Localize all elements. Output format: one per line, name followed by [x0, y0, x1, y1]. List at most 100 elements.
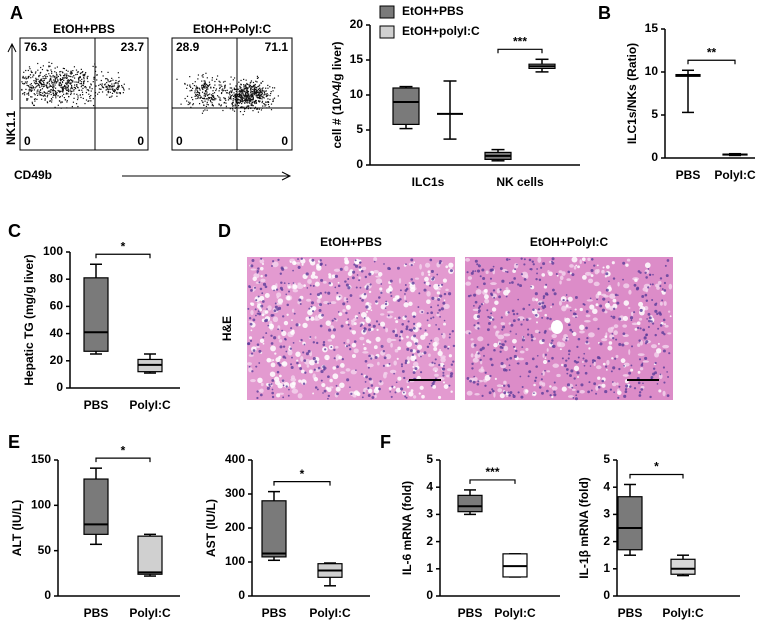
event-dot [105, 89, 107, 91]
event-dot [247, 97, 249, 100]
event-dot [216, 95, 219, 97]
vacuole [310, 273, 316, 279]
event-dot [253, 86, 255, 88]
event-dot [71, 87, 73, 89]
nucleus [585, 340, 589, 344]
nucleus [490, 312, 493, 315]
box [261, 500, 287, 558]
event-dot [241, 92, 243, 94]
event-dot [247, 98, 249, 100]
nucleus [508, 364, 511, 367]
y-tick-label: 1 [603, 561, 610, 575]
event-dot [90, 94, 92, 97]
nucleus [512, 319, 516, 323]
vacuole [569, 272, 573, 275]
event-dot [80, 82, 83, 85]
nucleus [306, 287, 309, 289]
significance-label: * [121, 443, 126, 457]
event-dot [235, 101, 237, 103]
event-dot [194, 95, 196, 97]
event-dot [21, 81, 23, 83]
event-dot [272, 87, 274, 89]
nucleus [663, 281, 667, 285]
event-dot [40, 89, 42, 91]
y-tick-label: 0 [426, 588, 433, 602]
significance-label: *** [485, 465, 499, 479]
tissue-fleck [278, 339, 283, 343]
nucleus [342, 302, 346, 306]
event-dot [229, 83, 231, 85]
event-dot [108, 81, 110, 83]
vacuole [274, 380, 281, 386]
event-dot [260, 109, 263, 111]
nucleus [468, 332, 471, 335]
tissue-fleck [569, 264, 574, 268]
vacuole [286, 295, 291, 301]
event-dot [242, 93, 244, 96]
event-dot [246, 87, 248, 89]
nucleus [281, 329, 284, 332]
event-dot [24, 82, 26, 85]
nucleus [543, 331, 547, 334]
tissue-fleck [474, 392, 480, 396]
event-dot [92, 65, 94, 68]
nucleus [450, 363, 454, 366]
event-dot [207, 86, 209, 88]
nucleus [442, 374, 445, 377]
event-dot [54, 94, 56, 97]
event-dot [202, 110, 205, 112]
event-dot [244, 91, 246, 93]
event-dot [245, 92, 247, 94]
event-dot [235, 102, 238, 104]
event-dot [77, 97, 79, 99]
event-dot [211, 102, 213, 104]
event-dot [255, 95, 257, 97]
event-dot [186, 100, 188, 102]
vacuole [331, 274, 336, 279]
y-tick-label: 4 [603, 479, 610, 493]
event-dot [70, 82, 72, 84]
nucleus [396, 266, 400, 270]
nucleus [302, 382, 306, 386]
event-dot [201, 84, 203, 87]
event-dot [238, 90, 240, 93]
event-dot [49, 75, 51, 77]
nucleus [501, 343, 503, 346]
event-dot [252, 92, 254, 94]
event-dot [59, 90, 62, 93]
event-dot [39, 94, 41, 96]
event-dot [87, 80, 89, 83]
event-dot [86, 77, 88, 80]
event-dot [261, 92, 264, 94]
event-dot [107, 71, 109, 74]
nucleus [413, 322, 416, 325]
event-dot [74, 84, 76, 86]
tissue-fleck [631, 311, 634, 316]
tissue-fleck [446, 368, 453, 372]
nucleus [551, 257, 555, 261]
event-dot [59, 78, 62, 80]
quadrant-percent: 0 [24, 134, 31, 148]
event-dot [74, 86, 76, 89]
event-dot [194, 90, 196, 92]
nucleus [586, 336, 589, 340]
event-dot [229, 108, 231, 110]
tissue-fleck [334, 345, 339, 349]
nucleus [523, 258, 526, 261]
event-dot [82, 87, 84, 89]
event-dot [61, 95, 64, 97]
nucleus [584, 359, 588, 363]
event-dot [184, 97, 186, 100]
event-dot [197, 96, 199, 98]
nucleus [300, 257, 303, 260]
nucleus [615, 338, 618, 341]
nucleus [612, 277, 616, 280]
y-axis-label: NK1.1 [4, 111, 18, 145]
nucleus [413, 315, 416, 318]
tissue-fleck [607, 327, 614, 333]
event-dot [37, 84, 40, 86]
nucleus [410, 263, 413, 267]
event-dot [69, 75, 71, 77]
nucleus [336, 365, 339, 369]
event-dot [60, 70, 62, 73]
